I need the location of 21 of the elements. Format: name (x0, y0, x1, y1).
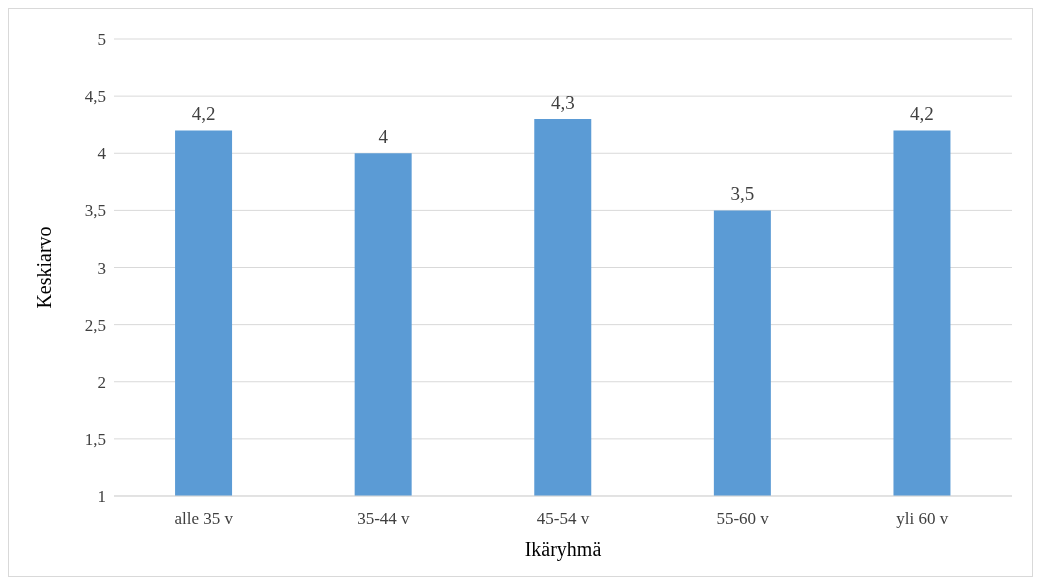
data-label: 3,5 (730, 183, 755, 205)
data-label: 4,2 (191, 103, 216, 125)
x-tick-label: alle 35 v (174, 509, 234, 529)
y-tick-label: 5 (97, 30, 106, 50)
x-tick-label: 45-54 v (536, 509, 590, 529)
y-tick-label: 1,5 (84, 429, 106, 449)
data-label: 4 (378, 126, 389, 148)
data-label: 4,3 (550, 91, 575, 113)
y-tick-label: 4,5 (84, 87, 106, 107)
x-tick-label: 55-60 v (716, 509, 770, 529)
y-tick-label: 1 (97, 487, 106, 507)
x-axis-title: Ikäryhmä (524, 538, 602, 561)
y-tick-label: 2,5 (84, 315, 106, 335)
y-axis-title: Keskiarvo (33, 226, 56, 309)
y-tick-label: 4 (97, 144, 107, 164)
y-tick-label: 2 (97, 372, 106, 392)
data-label: 4,2 (910, 103, 934, 125)
y-tick-label: 3 (97, 258, 106, 278)
y-tick-label: 3,5 (84, 201, 106, 221)
x-tick-label: 35-44 v (357, 509, 411, 529)
x-tick-label: yli 60 v (896, 509, 949, 529)
